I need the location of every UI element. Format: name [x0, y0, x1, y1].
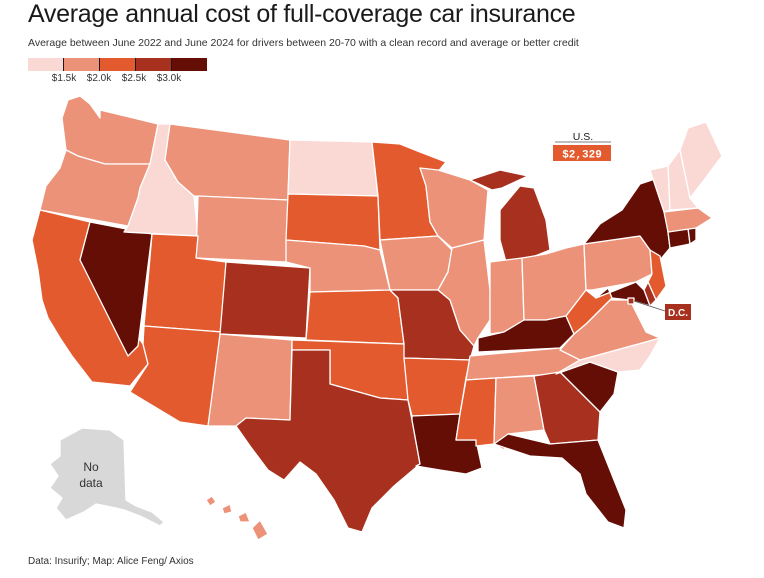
state-TX — [235, 349, 421, 533]
state-RI — [687, 227, 697, 245]
legend-swatch-1 — [28, 58, 64, 71]
legend-swatch-2 — [64, 58, 100, 71]
state-IL — [437, 239, 491, 347]
legend-tick-3: $2.5k — [121, 73, 147, 84]
state-AZ — [129, 325, 223, 427]
legend-swatch-4 — [136, 58, 172, 71]
state-AK — [49, 427, 165, 527]
state-FL — [493, 433, 627, 529]
us-choropleth-map: U.S. $2,329 D.C. No data — [31, 95, 723, 541]
us-callout-value: $2,329 — [562, 150, 602, 162]
legend-swatch-3 — [100, 58, 136, 71]
state-CO — [219, 261, 311, 339]
state-MA — [663, 207, 713, 233]
state-AR — [403, 357, 471, 417]
legend-ticks: $1.5k $2.0k $2.5k $3.0k — [28, 71, 207, 85]
state-DC — [627, 297, 635, 305]
dc-callout-line — [633, 300, 666, 312]
map-subtitle: Average between June 2022 and June 2024 … — [28, 37, 579, 49]
state-KS — [305, 289, 405, 345]
alaska-no-data-line1: No — [83, 460, 99, 474]
state-MI — [469, 169, 551, 263]
state-PA — [583, 235, 653, 291]
state-NH — [667, 149, 699, 211]
legend-tick-1: $1.5k — [51, 73, 77, 84]
state-IA — [379, 235, 453, 291]
state-HI — [205, 495, 269, 541]
state-WA — [61, 95, 159, 165]
alaska-no-data-line2: data — [79, 476, 103, 490]
us-callout-label: U.S. — [573, 131, 593, 143]
state-ND — [287, 139, 379, 197]
legend-tick-4: $3.0k — [156, 73, 182, 84]
color-legend: $1.5k $2.0k $2.5k $3.0k — [28, 58, 207, 85]
dc-callout-badge — [665, 304, 691, 320]
map-title: Average annual cost of full-coverage car… — [28, 0, 576, 28]
state-WY — [195, 195, 289, 263]
state-ME — [679, 121, 723, 199]
legend-swatches — [28, 58, 207, 71]
legend-tick-2: $2.0k — [86, 73, 112, 84]
dc-callout-label: D.C. — [668, 308, 688, 319]
us-callout-badge — [553, 145, 611, 161]
legend-swatch-5 — [172, 58, 207, 71]
source-credit: Data: Insurify; Map: Alice Feng/ Axios — [28, 556, 194, 567]
state-NM — [207, 333, 293, 427]
